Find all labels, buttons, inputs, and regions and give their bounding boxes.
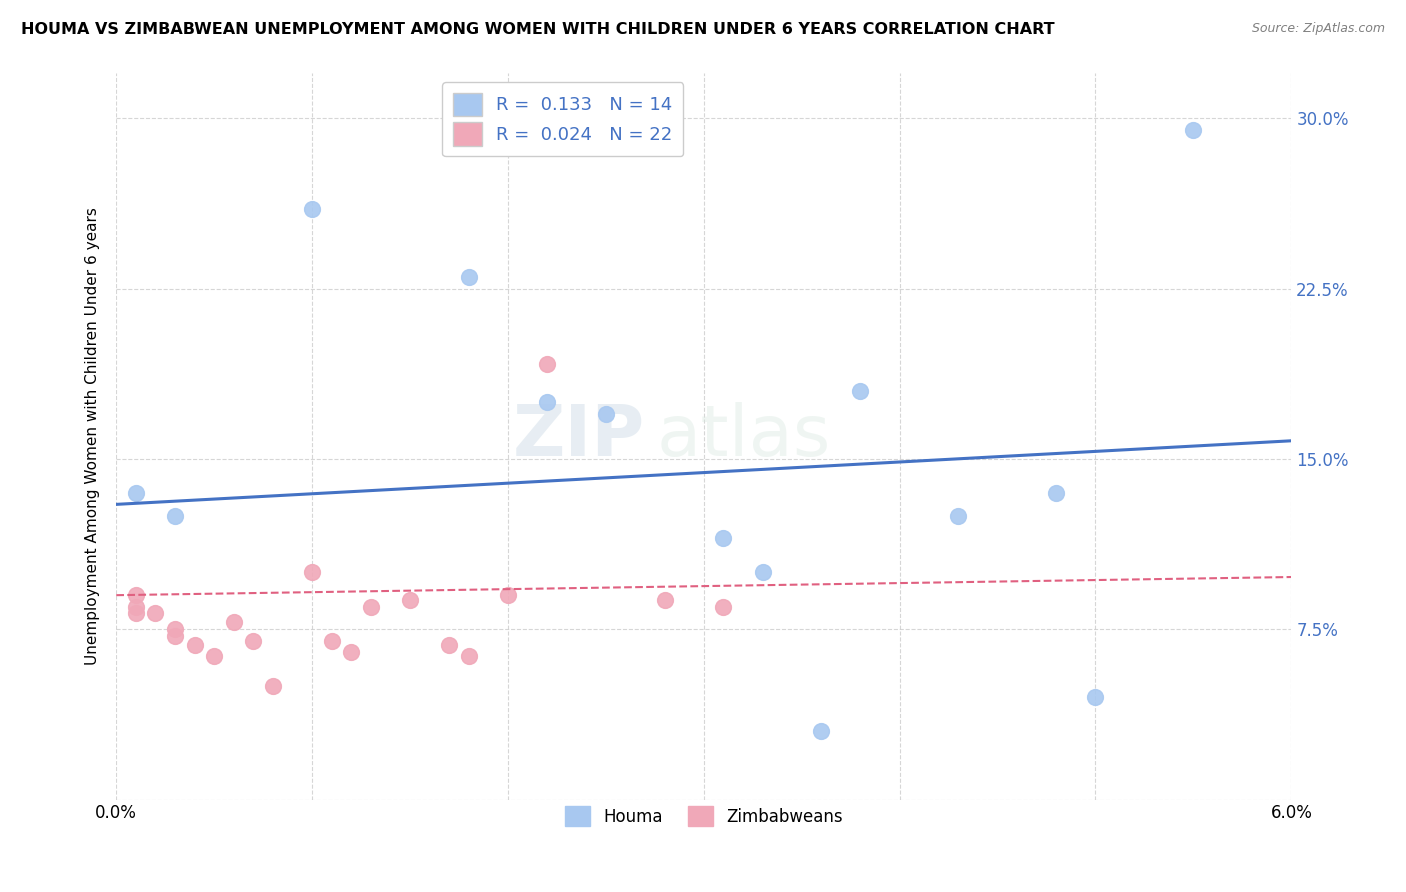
Point bbox=[262, 679, 284, 693]
Point bbox=[536, 395, 558, 409]
Point bbox=[125, 607, 148, 621]
Point bbox=[360, 599, 382, 614]
Point bbox=[301, 202, 323, 217]
Text: Source: ZipAtlas.com: Source: ZipAtlas.com bbox=[1251, 22, 1385, 36]
Point bbox=[301, 566, 323, 580]
Point bbox=[163, 508, 186, 523]
Text: ZIP: ZIP bbox=[513, 401, 645, 471]
Point bbox=[536, 357, 558, 371]
Point bbox=[125, 486, 148, 500]
Point bbox=[713, 599, 735, 614]
Point bbox=[163, 629, 186, 643]
Y-axis label: Unemployment Among Women with Children Under 6 years: Unemployment Among Women with Children U… bbox=[86, 207, 100, 665]
Point bbox=[202, 649, 225, 664]
Point bbox=[457, 649, 479, 664]
Point bbox=[125, 588, 148, 602]
Point bbox=[810, 724, 832, 739]
Point bbox=[654, 592, 676, 607]
Point bbox=[1084, 690, 1107, 705]
Point bbox=[437, 638, 460, 652]
Point bbox=[457, 270, 479, 285]
Point bbox=[713, 532, 735, 546]
Point bbox=[496, 588, 519, 602]
Point bbox=[399, 592, 422, 607]
Point bbox=[183, 638, 205, 652]
Point bbox=[595, 407, 617, 421]
Point bbox=[222, 615, 245, 630]
Point bbox=[163, 622, 186, 636]
Point bbox=[1182, 122, 1205, 136]
Point bbox=[125, 599, 148, 614]
Text: atlas: atlas bbox=[657, 401, 831, 471]
Point bbox=[849, 384, 872, 398]
Point bbox=[948, 508, 970, 523]
Point bbox=[340, 645, 363, 659]
Point bbox=[321, 633, 343, 648]
Point bbox=[145, 607, 167, 621]
Legend: Houma, Zimbabweans: Houma, Zimbabweans bbox=[557, 797, 851, 835]
Point bbox=[242, 633, 264, 648]
Text: HOUMA VS ZIMBABWEAN UNEMPLOYMENT AMONG WOMEN WITH CHILDREN UNDER 6 YEARS CORRELA: HOUMA VS ZIMBABWEAN UNEMPLOYMENT AMONG W… bbox=[21, 22, 1054, 37]
Point bbox=[1045, 486, 1067, 500]
Point bbox=[751, 566, 773, 580]
